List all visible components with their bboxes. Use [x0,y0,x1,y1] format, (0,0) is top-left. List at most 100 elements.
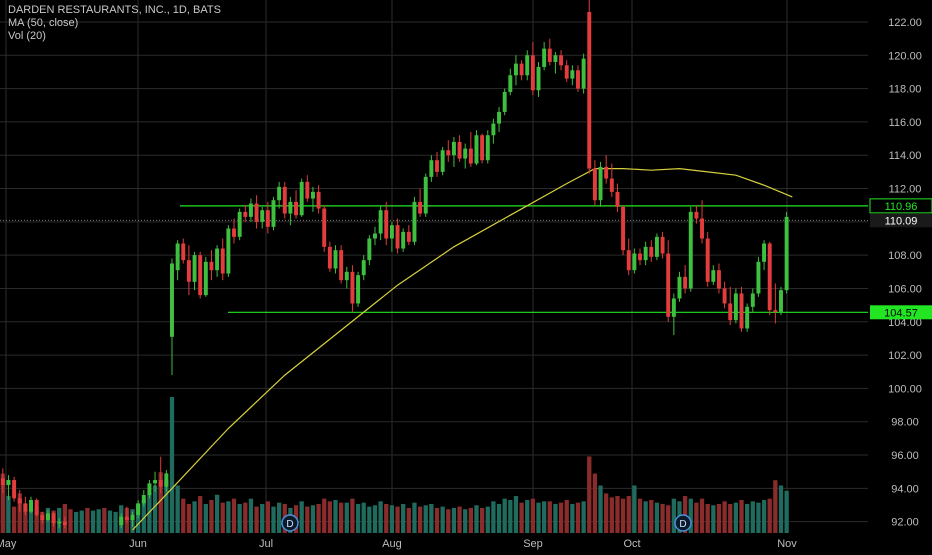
dividend-marker[interactable]: D [674,514,692,532]
candle [750,288,755,312]
candle-body [649,246,654,257]
volume-bar [0,473,5,533]
candle [711,265,716,286]
volume-bar [660,503,665,533]
y-tick-label: 98.00 [891,417,919,429]
candle [722,281,727,309]
candle-body [350,271,355,304]
candle [62,516,67,529]
candle [29,496,33,514]
candle [468,131,473,167]
volume-bar [558,502,564,533]
volume-bar [564,500,569,533]
volume-bar [761,500,767,533]
dividend-marker-label[interactable]: D [286,519,293,530]
candle-body [762,243,767,262]
candle-body [497,111,502,124]
candle-body [705,238,710,282]
candle [429,155,434,182]
resistance-price-tag: 110.96 [885,201,918,213]
volume-bar [474,505,479,533]
volume-bar [502,498,507,533]
volume-bar [271,506,276,533]
candle [784,211,789,294]
x-axis: May Jun Jul Aug Sep Oct Nov [0,538,797,550]
candle [389,221,394,252]
candle [530,41,535,96]
candle [186,245,191,296]
candle-body [158,480,163,487]
candle-body [0,478,5,486]
dividend-marker-circle[interactable] [674,514,692,532]
candle [564,60,569,82]
candle [406,225,411,246]
volume-bar [6,496,11,533]
candle [271,196,276,231]
candle-body [677,276,682,299]
volume-bar [451,507,457,533]
candle-body [728,303,733,321]
volume-bar [609,497,614,533]
candle [350,265,355,312]
candle [6,475,11,501]
dividend-marker[interactable]: D [281,514,299,532]
volume-bar [107,510,113,533]
candle [559,50,564,71]
volume-bar [344,502,349,533]
volume-bar [214,494,220,533]
candle-body [412,201,417,242]
volume-bar [378,501,383,533]
candle [440,146,445,176]
y-tick-label: 100.00 [888,383,922,395]
candle [671,293,676,336]
volume-bar [530,498,536,533]
candle [192,251,197,291]
volume-bar [90,510,96,533]
ma-indicator-label[interactable]: MA (50, close) [8,17,79,29]
candle-body [559,55,564,66]
candle [615,183,620,212]
candle [401,228,406,252]
ma-line [132,167,793,531]
current-price-tag-bg [870,213,932,228]
candle [700,200,705,244]
candle-body [733,293,738,321]
dividend-marker-label[interactable]: D [679,519,686,530]
volume-bar [649,500,654,533]
volume-indicator-label[interactable]: Vol (20) [8,30,46,42]
volume-bar [756,502,761,533]
candle [23,496,28,516]
candle-body [767,243,772,311]
dividend-marker-circle[interactable] [281,514,299,532]
candle-body [277,186,282,201]
candle [508,68,513,96]
candle-body [226,228,231,274]
candle-body [598,166,603,201]
y-tick-label: 104.00 [888,317,922,329]
candle-body [333,250,338,269]
price-axis[interactable]: 92.0094.0096.0098.00100.00102.00104.0010… [869,17,932,529]
candle [254,195,259,229]
candle-body [474,135,479,164]
volume-bar [305,506,310,533]
candle-body [745,306,750,329]
volume-bar [85,507,90,533]
volume-bar [508,500,513,533]
symbol-title[interactable]: DARDEN RESTAURANTS, INC., 1D, BATS [8,4,221,16]
volume-bar [164,480,169,533]
volume-bar [423,505,428,533]
candle [519,60,524,81]
candle-body [130,515,135,521]
volume-bar [671,498,676,533]
candle-body [643,246,648,261]
candle [395,218,400,254]
candle-body [237,211,242,237]
candle [666,240,671,322]
candle [226,225,231,277]
volume-bar [553,503,558,533]
volume-bar [231,498,237,533]
volume-bar [11,506,17,533]
